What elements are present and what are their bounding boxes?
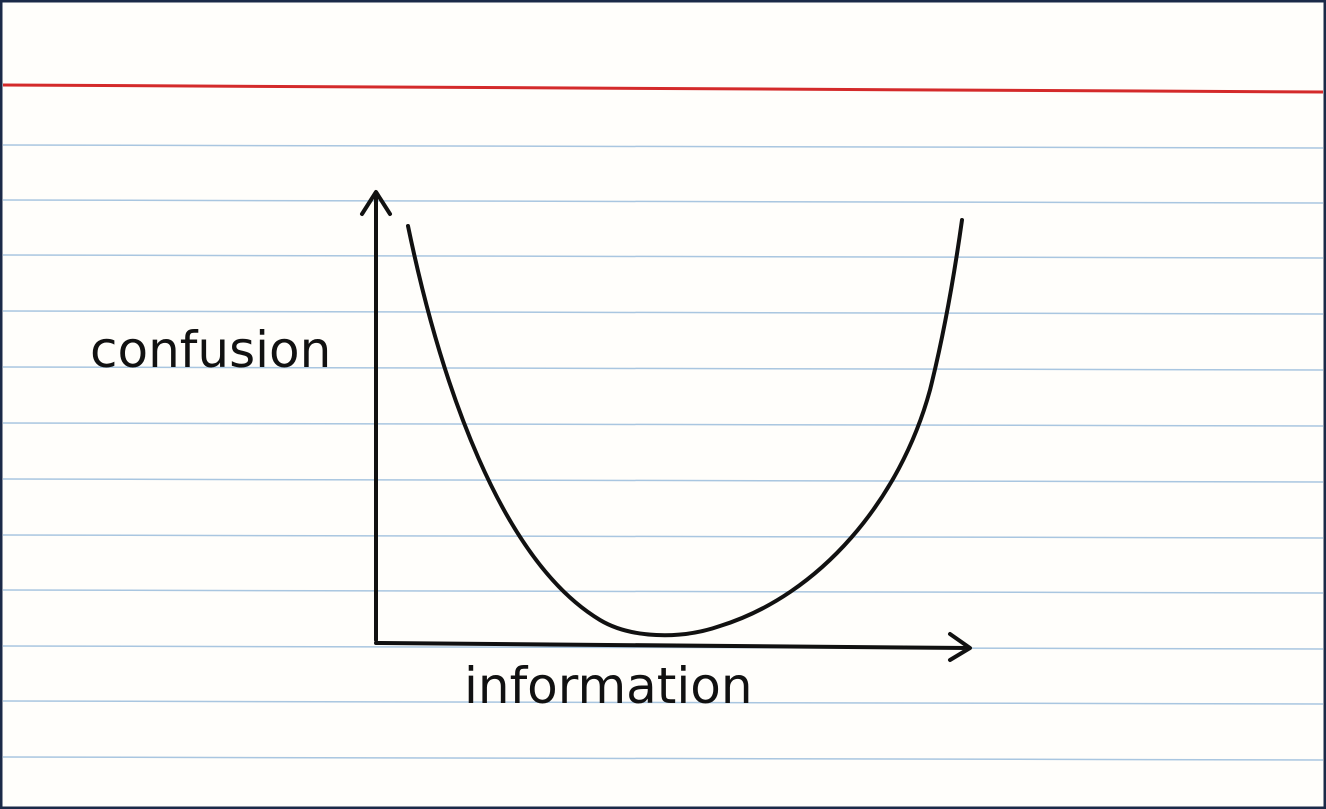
x-axis-label: information [464,657,753,715]
index-card: confusion information [0,0,1326,809]
page: confusion information (() => { const dat… [0,0,1326,809]
y-axis-label: confusion [90,321,331,379]
